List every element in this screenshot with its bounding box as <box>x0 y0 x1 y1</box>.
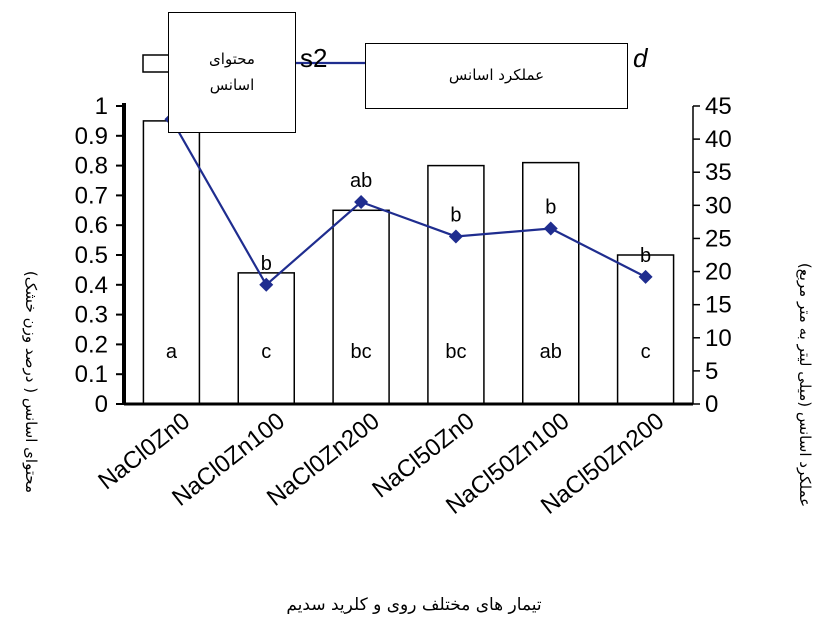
bar-NaCl0Zn200 <box>332 209 390 405</box>
left-tick-label: 0 <box>95 391 108 418</box>
legend-bar-label-box: محتوای اسانس <box>168 12 296 133</box>
legend-line-label: عملکرد اسانس <box>448 66 545 85</box>
legend-line-label-box: عملکرد اسانس <box>365 43 628 109</box>
right-tick-label: 20 <box>705 259 732 286</box>
left-tick-label: 0.5 <box>75 242 108 269</box>
line-label-NaCl0Zn100: b <box>261 253 272 275</box>
left-tick-label: 0.2 <box>75 331 108 358</box>
line-label-NaCl50Zn0: b <box>450 204 461 226</box>
bar-NaCl50Zn100 <box>522 161 580 405</box>
line-label-NaCl50Zn200: b <box>640 245 651 267</box>
legend-bar-label-line2: اسانس <box>209 75 255 94</box>
left-tick-label: 0.3 <box>75 302 108 329</box>
bar-label-NaCl50Zn100: ab <box>540 341 562 363</box>
line-marker-NaCl50Zn200 <box>638 269 653 284</box>
right-tick-label: 30 <box>705 192 732 219</box>
line-marker-NaCl0Zn100 <box>259 277 274 292</box>
left-tick-label: 0.6 <box>75 212 108 239</box>
bar-NaCl0Zn100 <box>237 272 295 405</box>
right-tick-label: 25 <box>705 225 732 252</box>
bar-label-NaCl0Zn0: a <box>166 341 178 363</box>
bar-NaCl0Zn0 <box>142 120 201 405</box>
right-tick-label: 45 <box>705 93 732 120</box>
bar-label-NaCl50Zn0: bc <box>445 341 466 363</box>
right-tick-label: 0 <box>705 391 718 418</box>
right-tick-label: 40 <box>705 126 732 153</box>
right-tick-label: 5 <box>705 358 718 385</box>
bar-label-NaCl0Zn100: c <box>261 341 271 363</box>
x-axis-title: تیمار های مختلف روی و کلرید سدیم <box>286 595 542 615</box>
line-marker-NaCl50Zn0 <box>448 229 463 244</box>
bar-NaCl50Zn0 <box>427 164 485 405</box>
bar-label-NaCl0Zn200: bc <box>351 341 372 363</box>
y-axis-left-title: محتوای اسانس ( درصد وزن خشک) <box>22 271 40 493</box>
y-axis-right-title: عملکرد اسانس (میلی لیتر به متر مربع) <box>796 263 814 507</box>
line-label-NaCl50Zn100: b <box>545 197 556 219</box>
legend-fragment-d: d <box>633 43 648 73</box>
line-marker-NaCl0Zn200 <box>354 195 369 210</box>
left-tick-label: 0.4 <box>75 272 108 299</box>
legend-fragment-s2: s2 <box>300 43 328 73</box>
line-marker-NaCl50Zn100 <box>543 221 558 236</box>
right-tick-label: 35 <box>705 159 732 186</box>
line-label-NaCl0Zn200: ab <box>350 170 372 192</box>
right-tick-label: 10 <box>705 325 732 352</box>
left-tick-label: 0.9 <box>75 123 108 150</box>
left-tick-label: 1 <box>95 93 108 120</box>
right-tick-label: 15 <box>705 292 732 319</box>
bar-label-NaCl50Zn200: c <box>641 341 651 363</box>
left-tick-label: 0.8 <box>75 153 108 180</box>
left-tick-label: 0.1 <box>75 361 108 388</box>
line-series <box>170 118 647 287</box>
legend-bar-label-line1: محتوای <box>209 50 255 68</box>
left-tick-label: 0.7 <box>75 182 108 209</box>
